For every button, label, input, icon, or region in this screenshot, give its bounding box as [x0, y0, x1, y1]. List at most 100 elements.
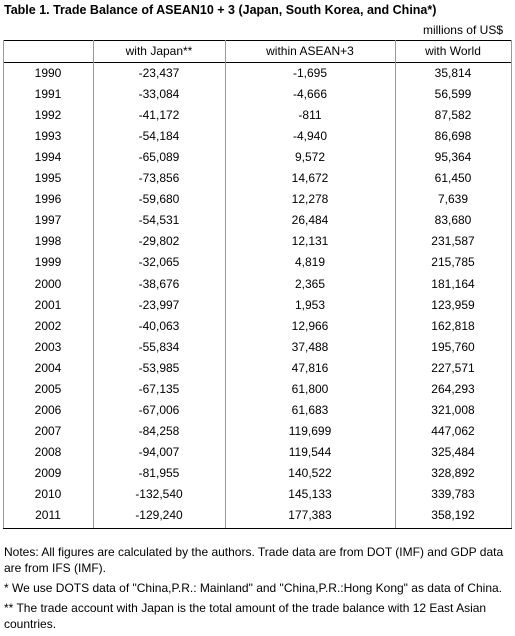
- note: ** The trade account with Japan is the t…: [4, 601, 487, 631]
- table-cell: -23,437: [138, 66, 180, 80]
- table-cell: 12,278: [291, 192, 329, 207]
- table-cell: -40,063: [138, 318, 180, 333]
- row-year: 1997: [34, 213, 62, 228]
- table-cell: 325,484: [431, 444, 475, 459]
- row-year: 2011: [35, 508, 61, 523]
- column-header: within ASEAN+3: [266, 44, 354, 58]
- header-rule: [3, 62, 512, 63]
- column-header: with Japan**: [125, 44, 193, 58]
- table-cell: 95,364: [434, 150, 472, 165]
- table-cell: -53,985: [138, 360, 180, 375]
- row-year: 2006: [34, 402, 62, 417]
- table-cell: -38,676: [138, 276, 180, 291]
- row-year: 1999: [34, 255, 62, 270]
- border: [225, 40, 226, 528]
- table-cell: 162,818: [431, 318, 475, 333]
- table-cell: 227,571: [431, 360, 475, 375]
- table-cell: 339,783: [431, 487, 475, 501]
- table-cell: 140,522: [288, 465, 332, 480]
- row-year: 1998: [34, 234, 62, 249]
- table-cell: 83,680: [434, 213, 472, 228]
- table-cell: -32,065: [138, 255, 180, 270]
- table-cell: -41,172: [138, 108, 180, 123]
- table-cell: -4,666: [292, 87, 328, 102]
- row-year: 2002: [34, 318, 62, 333]
- row-year: 1993: [34, 129, 62, 144]
- row-year: 1995: [34, 171, 62, 186]
- table-cell: 321,008: [431, 402, 475, 417]
- table-cell: 9,572: [294, 150, 326, 165]
- border: [93, 40, 94, 528]
- table-cell: -59,680: [138, 192, 180, 207]
- border: [511, 40, 512, 528]
- row-year: 1996: [34, 192, 62, 207]
- column-header: with World: [425, 44, 481, 58]
- top-rule: [3, 40, 512, 41]
- note: * We use DOTS data of "China,P.R.: Mainl…: [4, 581, 502, 595]
- table-cell: -33,084: [138, 87, 180, 102]
- table-cell: 87,582: [434, 108, 472, 123]
- table-cell: 61,683: [291, 402, 329, 417]
- table-cell: -84,258: [138, 423, 180, 438]
- row-year: 2001: [34, 297, 62, 312]
- table-cell: 181,164: [431, 276, 475, 291]
- table-cell: 358,192: [431, 508, 475, 523]
- table-cell: -73,856: [138, 171, 180, 186]
- table-cell: -1,695: [292, 66, 328, 80]
- table-cell: -4,940: [292, 129, 328, 144]
- table-cell: -54,184: [138, 129, 180, 144]
- table-cell: -55,834: [138, 339, 180, 354]
- table-cell: 119,699: [288, 423, 332, 438]
- table-cell: 61,450: [434, 171, 472, 186]
- table-cell: 35,814: [434, 66, 472, 80]
- bottom-rule: [3, 528, 512, 529]
- table-cell: 215,785: [431, 255, 475, 270]
- table-cell: -811: [298, 108, 322, 123]
- table-cell: 12,131: [291, 234, 329, 249]
- unit-label: millions of US$: [422, 23, 503, 37]
- row-year: 2010: [34, 487, 62, 501]
- table-cell: 86,698: [434, 129, 472, 144]
- table-cell: 61,800: [291, 381, 329, 396]
- table-cell: -94,007: [138, 444, 180, 459]
- row-year: 1990: [34, 66, 62, 80]
- table-cell: 1,953: [294, 297, 326, 312]
- row-year: 1992: [34, 108, 62, 123]
- table-cell: -81,955: [138, 465, 180, 480]
- table-cell: -67,006: [138, 402, 180, 417]
- table-cell: 2,365: [294, 276, 326, 291]
- row-year: 1991: [34, 87, 62, 102]
- table-cell: -29,802: [138, 234, 180, 249]
- table-cell: 37,488: [291, 339, 329, 354]
- notes: Notes: All figures are calculated by the…: [4, 544, 509, 636]
- row-year: 2003: [34, 339, 62, 354]
- note: Notes: All figures are calculated by the…: [4, 545, 504, 575]
- table-cell: 231,587: [431, 234, 475, 249]
- table-cell: 264,293: [431, 381, 475, 396]
- row-year: 2009: [34, 465, 62, 480]
- table-cell: 195,760: [431, 339, 475, 354]
- table-cell: -65,089: [138, 150, 180, 165]
- table-cell: 328,892: [431, 465, 475, 480]
- row-year: 2004: [34, 360, 62, 375]
- row-year: 1994: [34, 150, 62, 165]
- row-year: 2005: [34, 381, 62, 396]
- table-cell: -54,531: [138, 213, 180, 228]
- table-cell: -132,540: [135, 487, 183, 501]
- table-cell: 123,959: [431, 297, 475, 312]
- table-cell: -67,135: [138, 381, 180, 396]
- table-cell: 14,672: [291, 171, 329, 186]
- table-cell: 47,816: [291, 360, 329, 375]
- table-cell: -23,997: [138, 297, 180, 312]
- table-title: Table 1. Trade Balance of ASEAN10 + 3 (J…: [4, 3, 437, 17]
- border: [3, 40, 4, 528]
- table-cell: 177,383: [288, 508, 332, 523]
- table-cell: 7,639: [437, 192, 469, 207]
- table-cell: -129,240: [135, 508, 183, 523]
- border: [395, 40, 396, 528]
- table-cell: 145,133: [288, 487, 332, 501]
- row-year: 2000: [34, 276, 62, 291]
- table-cell: 56,599: [434, 87, 472, 102]
- table-cell: 26,484: [291, 213, 329, 228]
